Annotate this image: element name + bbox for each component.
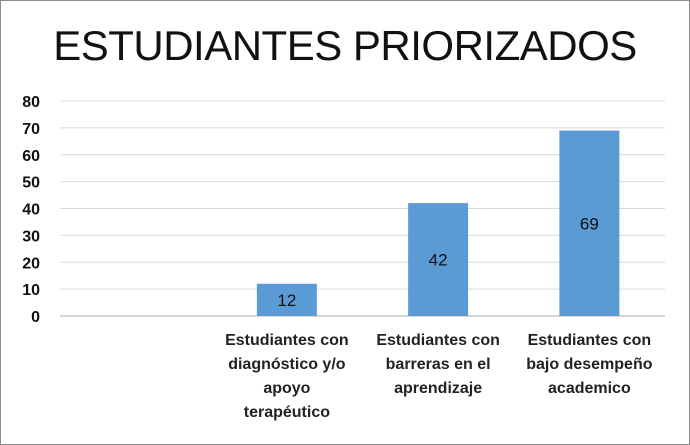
x-category-label-line: diagnóstico y/o (228, 356, 346, 373)
x-category-label: Estudiantes con bajo desempeño academico (526, 332, 652, 397)
y-tick-label: 30 (22, 228, 40, 245)
y-tick-label: 0 (31, 309, 40, 326)
x-category-label-line: aprendizaje (394, 380, 482, 397)
y-tick-label: 80 (22, 94, 40, 111)
y-tick-label: 20 (22, 255, 40, 272)
x-category-label-line: academico (548, 380, 631, 397)
chart-title: ESTUDIANTES PRIORIZADOS (53, 22, 637, 69)
bar (559, 130, 620, 316)
bars: 12 42 69 (256, 130, 620, 316)
bar (256, 283, 317, 316)
y-tick-label: 50 (22, 175, 40, 192)
x-category-label-line: Estudiantes con (225, 332, 349, 349)
x-category-label: Estudiantes con barreras en el aprendizaje (376, 332, 500, 397)
data-label: 69 (580, 214, 599, 233)
x-category-label-line: apoyo (263, 380, 310, 397)
y-tick-label: 40 (22, 202, 40, 219)
data-label: 12 (277, 291, 296, 310)
bar (408, 203, 469, 316)
x-axis-categories: Estudiantes con diagnóstico y/o apoyo terap… (225, 332, 653, 421)
y-tick-label: 60 (22, 148, 40, 165)
x-category-label: Estudiantes con diagnóstico y/o apoyo terap… (225, 332, 349, 421)
x-category-label-line: Estudiantes con (376, 332, 500, 349)
x-category-label-line: Estudiantes con (528, 332, 652, 349)
x-category-label-line: barreras en el (386, 356, 491, 373)
x-category-label-line: terapéutico (244, 404, 330, 421)
y-tick-label: 10 (22, 282, 40, 299)
data-label: 42 (429, 251, 448, 270)
x-category-label-line: bajo desempeño (526, 356, 652, 373)
y-axis-ticks: 0 10 20 30 40 50 60 70 80 (22, 94, 40, 326)
y-tick-label: 70 (22, 121, 40, 138)
